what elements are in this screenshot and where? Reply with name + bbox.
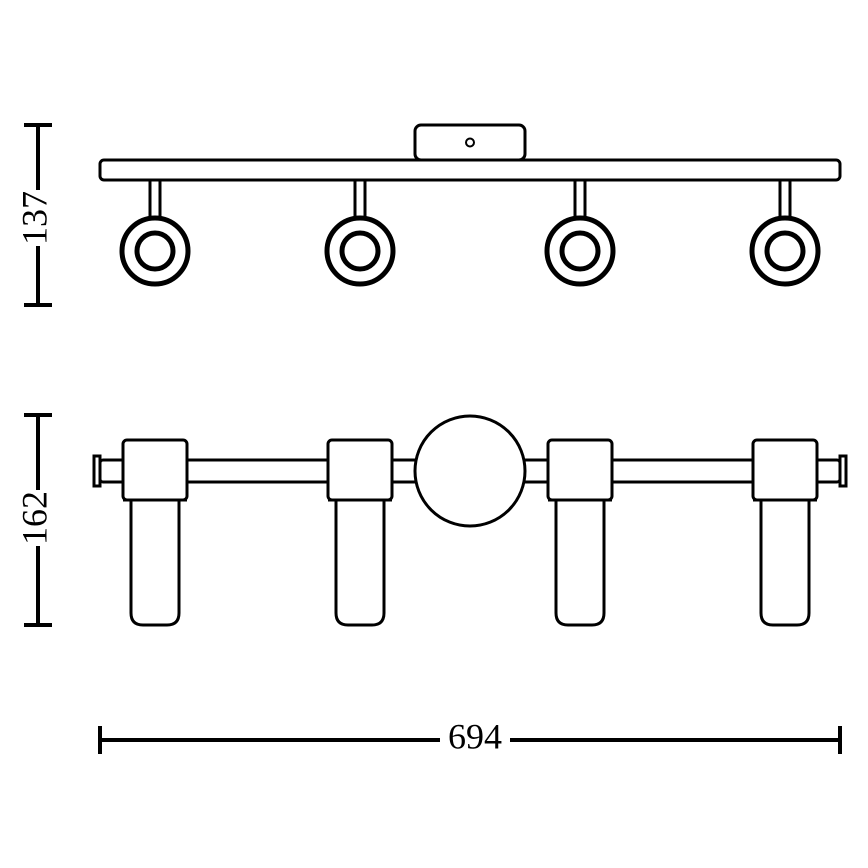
track-endcap — [840, 456, 846, 486]
spot-ring-inner — [137, 233, 173, 269]
dimension-height-137: 137 — [14, 125, 54, 305]
dimension-height-162-label: 162 — [14, 491, 54, 545]
spot-stem — [780, 180, 790, 218]
dimension-width-694: 694 — [100, 716, 840, 756]
lamp-head-top — [753, 440, 817, 500]
mount-plate — [415, 125, 525, 160]
spot-ring-inner — [562, 233, 598, 269]
spot-stem — [355, 180, 365, 218]
lamp-head-body — [761, 500, 809, 625]
spot-stem — [575, 180, 585, 218]
lamp-head-top — [123, 440, 187, 500]
spot-ring-inner — [767, 233, 803, 269]
dimension-height-162: 162 — [14, 415, 54, 625]
mount-disc-top — [415, 416, 525, 526]
lamp-head-body — [131, 500, 179, 625]
side-view — [100, 125, 840, 284]
dimension-height-137-label: 137 — [14, 191, 54, 245]
track-endcap — [94, 456, 100, 486]
top-view — [94, 416, 846, 625]
spot-stem — [150, 180, 160, 218]
dimension-width-694-label: 694 — [448, 716, 502, 756]
lamp-head-body — [556, 500, 604, 625]
lamp-head-body — [336, 500, 384, 625]
lamp-head-top — [328, 440, 392, 500]
spot-ring-inner — [342, 233, 378, 269]
lamp-head-top — [548, 440, 612, 500]
track-bar — [100, 160, 840, 180]
